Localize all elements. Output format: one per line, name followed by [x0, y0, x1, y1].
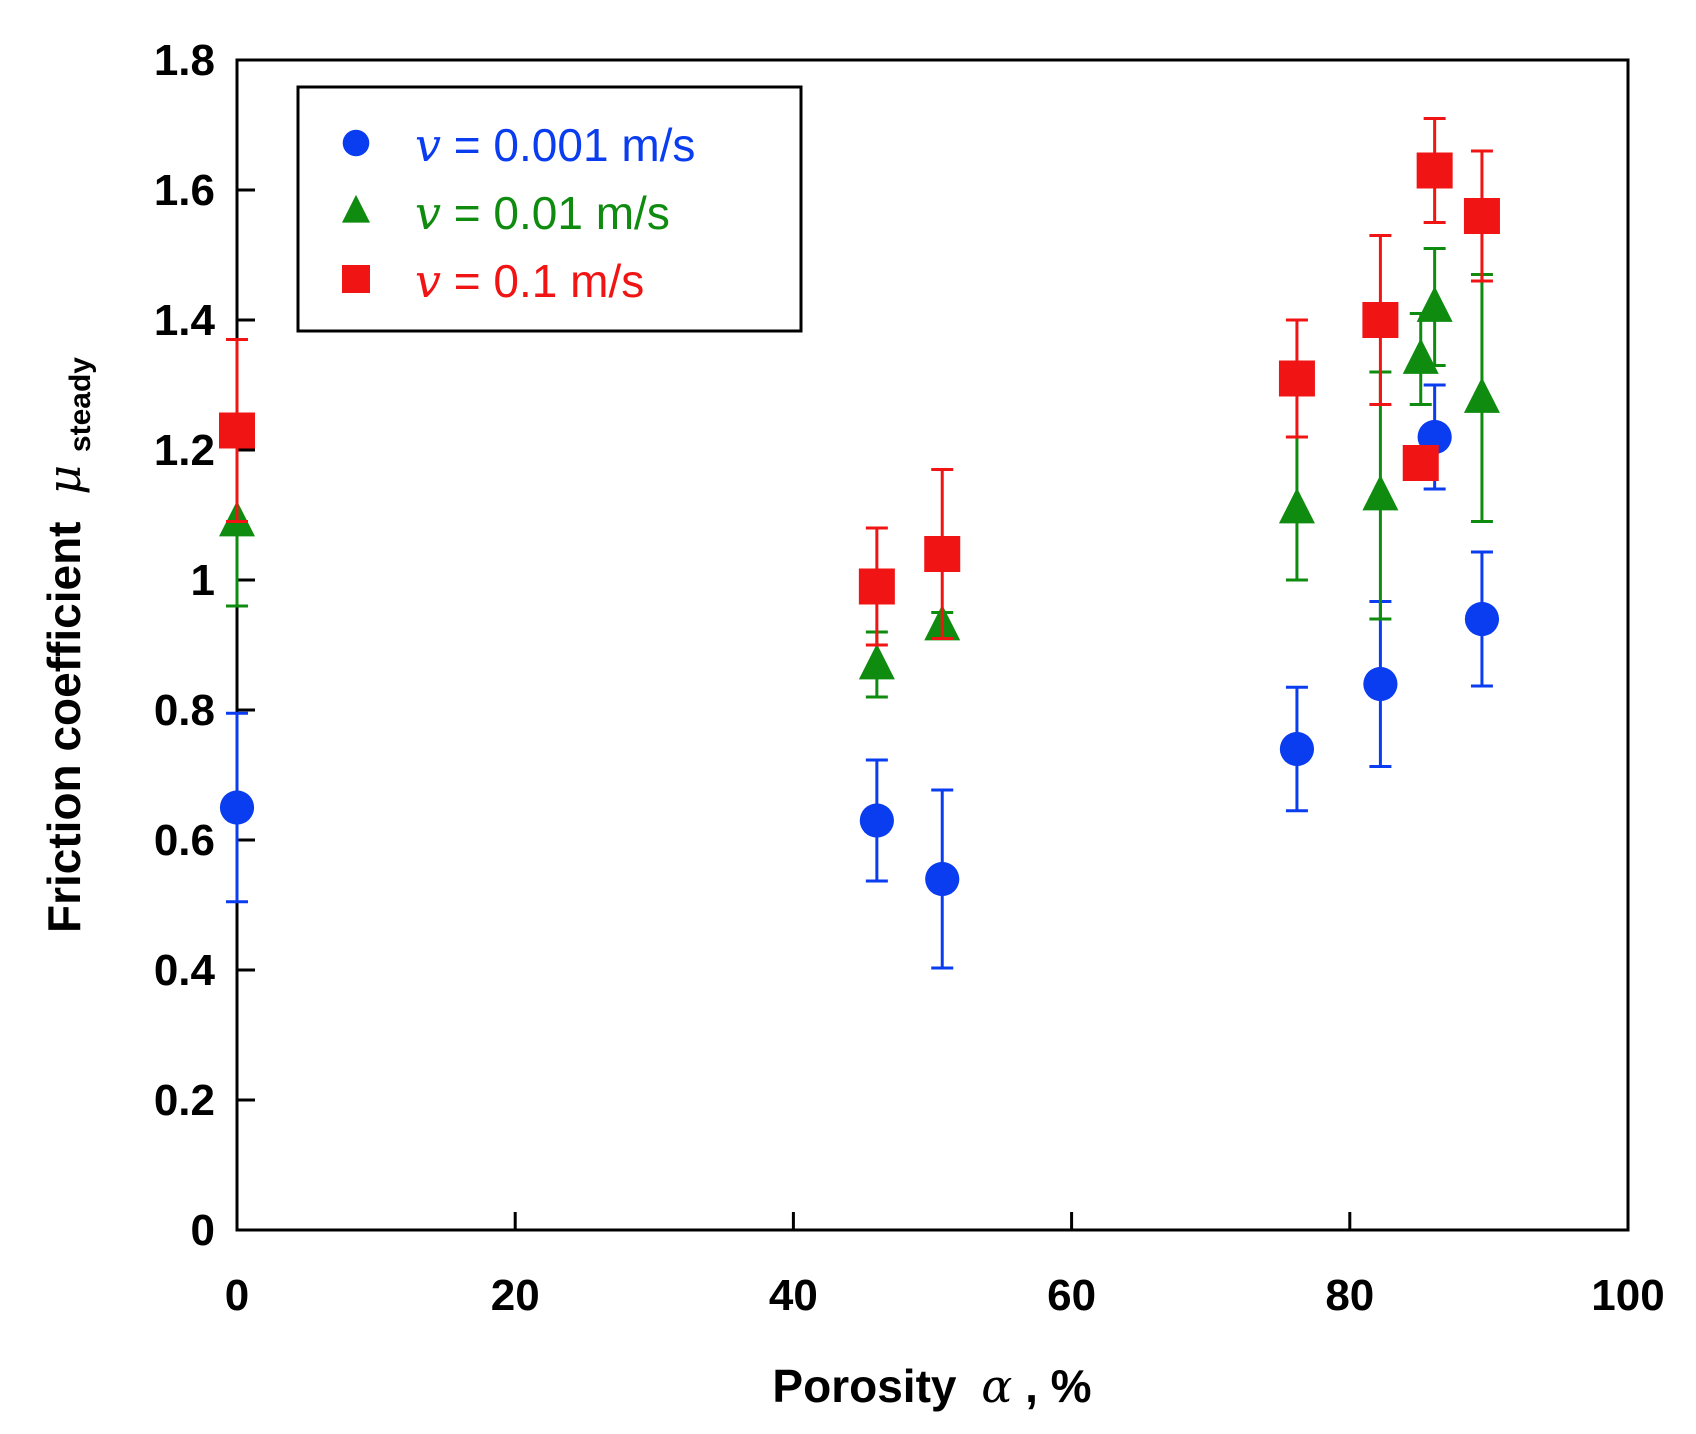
- data-point: [1278, 487, 1315, 524]
- y-axis-title: Friction coefficient μ steady: [37, 357, 97, 933]
- x-tick-label: 60: [1047, 1271, 1096, 1320]
- series-square: [219, 117, 1500, 647]
- data-point: [1402, 445, 1439, 481]
- x-axis-title-symbol: α: [981, 1359, 1012, 1413]
- data-point: [859, 803, 894, 838]
- data-point: [1278, 360, 1315, 397]
- legend-label: v = 0.1 m/s: [415, 254, 644, 308]
- x-tick-label: 40: [769, 1271, 818, 1320]
- axis-ticks: 0 0.2 0.4 0.6 0.8 1 1.2 1.4 1.6 1.8 0 20 40 60 80 100: [154, 36, 1665, 1320]
- x-axis-title: Porosity α , %: [772, 1359, 1091, 1413]
- y-tick-label: 0: [191, 1206, 215, 1255]
- data-point: [1402, 338, 1439, 374]
- data-point: [858, 568, 895, 605]
- legend-marker: [342, 129, 370, 157]
- y-tick-label: 0.4: [154, 946, 216, 995]
- data-point: [1463, 198, 1500, 234]
- x-tick-label: 80: [1325, 1271, 1374, 1320]
- x-axis-title-main: Porosity: [772, 1360, 956, 1412]
- y-tick-label: 1.8: [154, 36, 215, 85]
- y-tick-label: 1: [191, 556, 215, 605]
- legend-label-var: v: [415, 254, 441, 308]
- y-axis-title-subscript: steady: [64, 357, 97, 452]
- plot-frame: [235, 58, 1630, 1232]
- legend-label-rest: = 0.01 m/s: [441, 187, 670, 239]
- legend-label: v = 0.01 m/s: [415, 186, 670, 240]
- y-tick-label: 1.6: [154, 166, 215, 215]
- x-axis-title-unit: , %: [1025, 1360, 1091, 1412]
- legend-label-var: v: [415, 118, 441, 172]
- legend: v = 0.001 m/sv = 0.01 m/sv = 0.1 m/s: [296, 85, 803, 333]
- y-tick-label: 0.2: [154, 1076, 215, 1125]
- legend-label: v = 0.001 m/s: [415, 118, 695, 172]
- legend-label-var: v: [415, 186, 441, 240]
- data-point: [925, 861, 960, 897]
- data-layer: [219, 117, 1500, 970]
- data-point: [1463, 377, 1500, 413]
- data-point: [1362, 474, 1399, 511]
- legend-entries: v = 0.001 m/sv = 0.01 m/sv = 0.1 m/s: [342, 118, 695, 308]
- data-point: [1363, 666, 1398, 702]
- data-point: [1279, 731, 1315, 767]
- legend-marker: [342, 194, 370, 223]
- data-point: [1416, 152, 1453, 189]
- data-point: [219, 412, 255, 449]
- y-axis-title-main: Friction coefficient: [38, 522, 90, 933]
- legend-frame: [296, 85, 803, 333]
- x-tick-label: 20: [491, 1271, 540, 1320]
- data-point: [1464, 601, 1500, 637]
- data-point: [1416, 286, 1453, 322]
- y-tick-label: 1.4: [154, 296, 216, 345]
- y-axis-title-symbol: μ: [37, 465, 91, 495]
- y-tick-label: 0.8: [154, 686, 215, 735]
- legend-label-rest: = 0.1 m/s: [441, 255, 644, 307]
- legend-label-rest: = 0.001 m/s: [441, 119, 695, 171]
- data-point: [1362, 302, 1399, 338]
- y-tick-label: 0.6: [154, 816, 215, 865]
- x-tick-label: 0: [225, 1271, 249, 1320]
- x-tick-label: 100: [1591, 1271, 1664, 1320]
- y-tick-label: 1.2: [154, 426, 215, 475]
- series-triangle: [219, 247, 1500, 699]
- data-point: [219, 790, 255, 825]
- data-point: [924, 536, 961, 572]
- legend-marker: [342, 265, 370, 293]
- series-circle: [219, 383, 1500, 970]
- data-point: [858, 643, 895, 680]
